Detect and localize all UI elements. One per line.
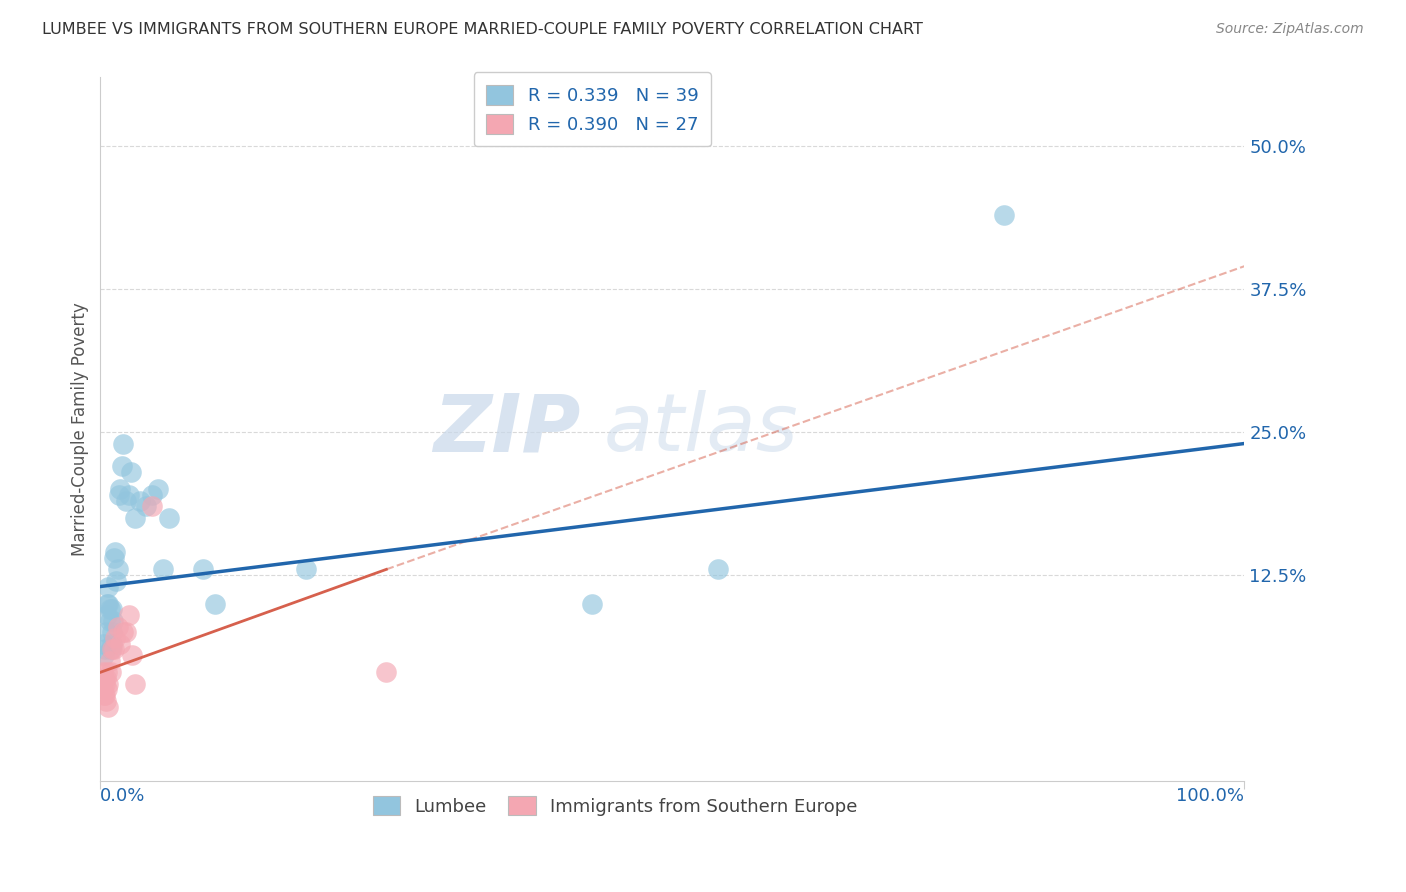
Point xyxy=(581,597,603,611)
Text: atlas: atlas xyxy=(603,390,799,468)
Point xyxy=(118,608,141,623)
Point xyxy=(98,614,121,628)
Point xyxy=(114,625,136,640)
Point xyxy=(98,654,121,668)
Point xyxy=(94,688,117,702)
Point xyxy=(108,637,131,651)
Point xyxy=(124,511,146,525)
Point xyxy=(112,436,135,450)
Point xyxy=(93,648,115,662)
Point xyxy=(101,642,124,657)
Text: ZIP: ZIP xyxy=(433,390,581,468)
Text: Source: ZipAtlas.com: Source: ZipAtlas.com xyxy=(1216,22,1364,37)
Point xyxy=(91,682,114,697)
Point xyxy=(94,694,117,708)
Point xyxy=(118,488,141,502)
Point xyxy=(141,488,163,502)
Point xyxy=(97,580,120,594)
Point xyxy=(93,671,115,685)
Point xyxy=(107,488,129,502)
Point xyxy=(707,562,730,576)
Point xyxy=(97,677,120,691)
Point xyxy=(94,677,117,691)
Point xyxy=(97,597,120,611)
Point xyxy=(90,677,112,691)
Point xyxy=(105,574,128,588)
Legend: Lumbee, Immigrants from Southern Europe: Lumbee, Immigrants from Southern Europe xyxy=(364,787,866,825)
Point xyxy=(101,625,124,640)
Point xyxy=(152,562,174,576)
Point xyxy=(93,688,115,702)
Text: 0.0%: 0.0% xyxy=(100,787,146,805)
Y-axis label: Married-Couple Family Poverty: Married-Couple Family Poverty xyxy=(72,302,89,556)
Point xyxy=(96,608,118,623)
Point xyxy=(103,642,125,657)
Point xyxy=(146,483,169,497)
Point xyxy=(120,465,142,479)
Text: LUMBEE VS IMMIGRANTS FROM SOUTHERN EUROPE MARRIED-COUPLE FAMILY POVERTY CORRELAT: LUMBEE VS IMMIGRANTS FROM SOUTHERN EUROP… xyxy=(42,22,924,37)
Point xyxy=(107,619,129,633)
Point xyxy=(94,642,117,657)
Point xyxy=(111,459,134,474)
Point xyxy=(96,682,118,697)
Point xyxy=(98,602,121,616)
Point xyxy=(375,665,398,680)
Point xyxy=(104,631,127,645)
Point xyxy=(101,602,124,616)
Point xyxy=(97,699,120,714)
Point xyxy=(103,550,125,565)
Point xyxy=(121,648,143,662)
Point xyxy=(157,511,180,525)
Point xyxy=(204,597,226,611)
Point xyxy=(129,493,152,508)
Point xyxy=(100,665,122,680)
Point xyxy=(114,493,136,508)
Text: 100.0%: 100.0% xyxy=(1177,787,1244,805)
Point xyxy=(295,562,318,576)
Point xyxy=(101,614,124,628)
Point xyxy=(91,665,114,680)
Point xyxy=(104,545,127,559)
Point xyxy=(108,483,131,497)
Point xyxy=(94,625,117,640)
Point xyxy=(112,625,135,640)
Point xyxy=(101,637,124,651)
Point xyxy=(993,208,1015,222)
Point xyxy=(91,637,114,651)
Point xyxy=(124,677,146,691)
Point xyxy=(193,562,215,576)
Point xyxy=(96,597,118,611)
Point xyxy=(100,642,122,657)
Point xyxy=(94,671,117,685)
Point xyxy=(135,500,157,514)
Point xyxy=(96,665,118,680)
Point xyxy=(141,500,163,514)
Point xyxy=(107,562,129,576)
